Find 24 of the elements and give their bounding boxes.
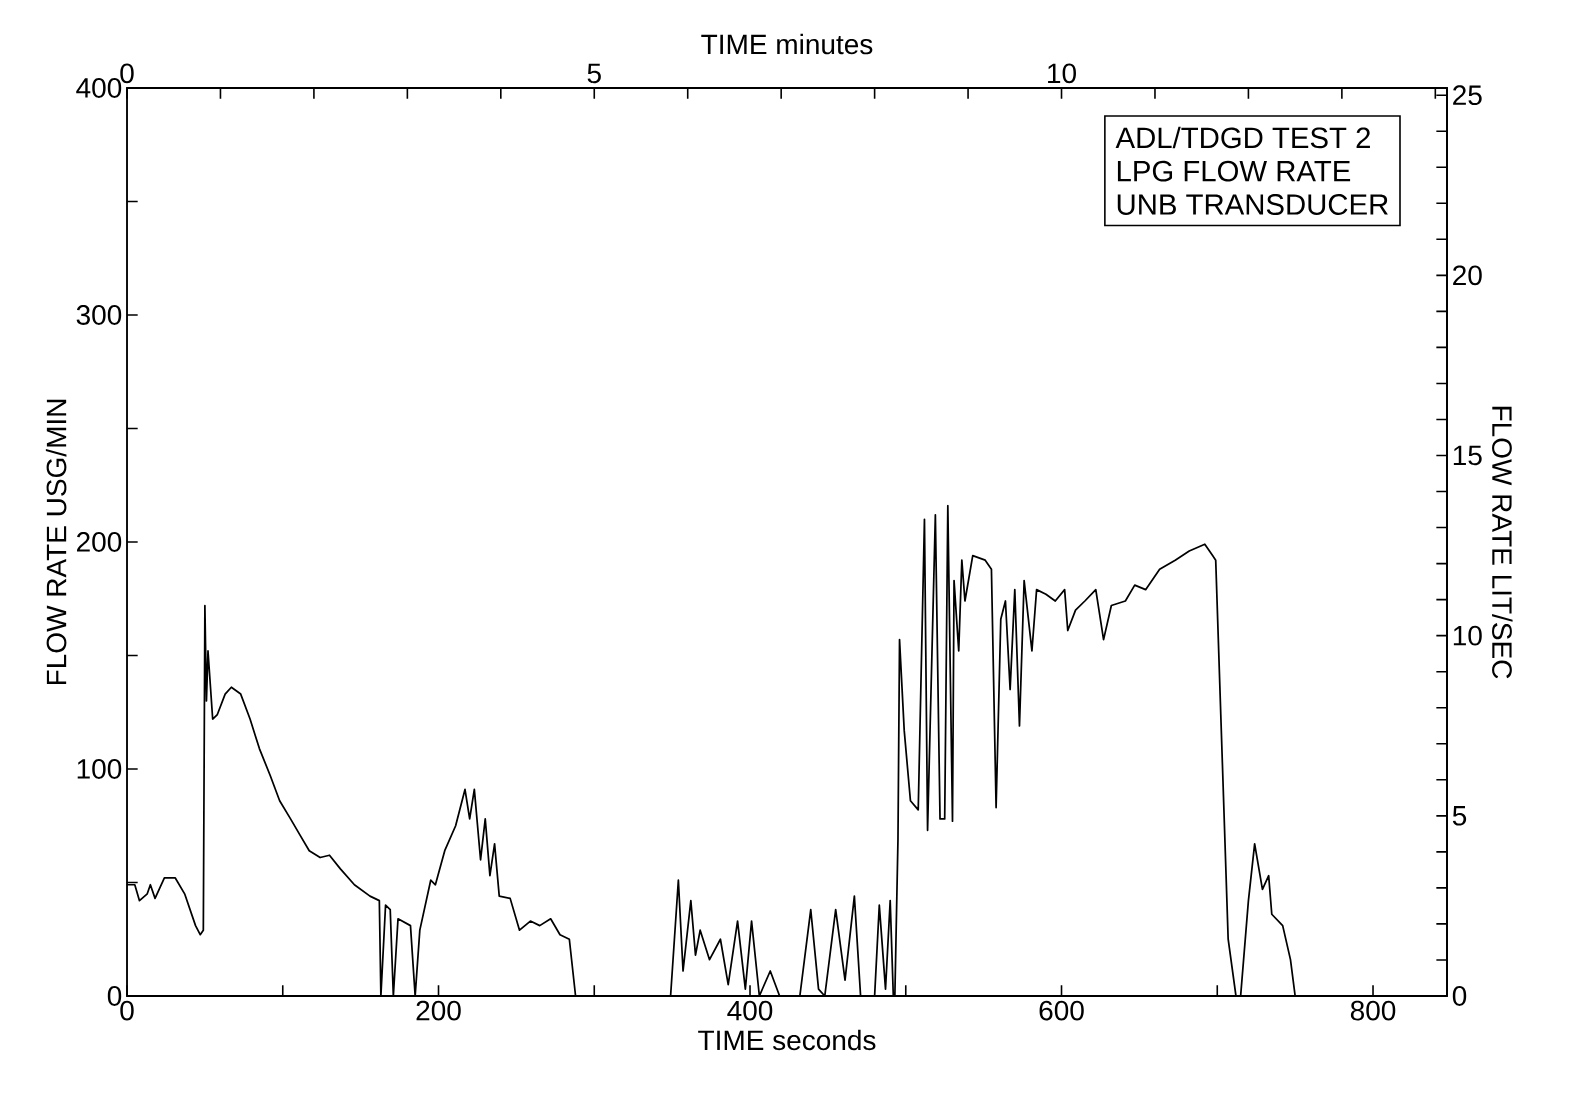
annotation: LPG FLOW RATE — [1117, 160, 1351, 182]
y-tick-label: 0 — [107, 986, 122, 1006]
y-tick-label: 200 — [76, 532, 122, 552]
annotation: ADL/TDGD TEST 2 — [1115, 126, 1370, 149]
x2-axis-title: TIME minutes — [701, 33, 873, 55]
x-tick-label: 400 — [727, 1000, 773, 1021]
y-tick-label: 300 — [76, 305, 122, 325]
y2-tick-label: 10 — [1453, 625, 1482, 646]
y-tick-label: 100 — [77, 759, 122, 779]
annotation: UNB TRANSDUCER — [1117, 194, 1388, 215]
y2-tick-label: 0 — [1452, 986, 1467, 1006]
y2-tick-label: 5 — [1452, 806, 1467, 826]
x2-tick-label: 10 — [1048, 63, 1076, 84]
y-axis-title: FLOW RATE USG/MIN — [45, 399, 67, 685]
y2-tick-label: 15 — [1453, 445, 1482, 466]
y2-tick-label: 20 — [1453, 265, 1482, 286]
x-tick-label: 200 — [416, 1000, 461, 1021]
x2-tick-label: 5 — [587, 63, 601, 84]
x-tick-label: 800 — [1350, 1000, 1396, 1021]
y2-tick-label: 25 — [1453, 85, 1482, 106]
y-tick-label: 400 — [76, 78, 122, 98]
x-tick-label: 600 — [1039, 1000, 1084, 1021]
y2-axis-title: FLOW RATE LIT/SEC — [1492, 406, 1513, 679]
x-axis-title: TIME seconds — [698, 1029, 876, 1051]
